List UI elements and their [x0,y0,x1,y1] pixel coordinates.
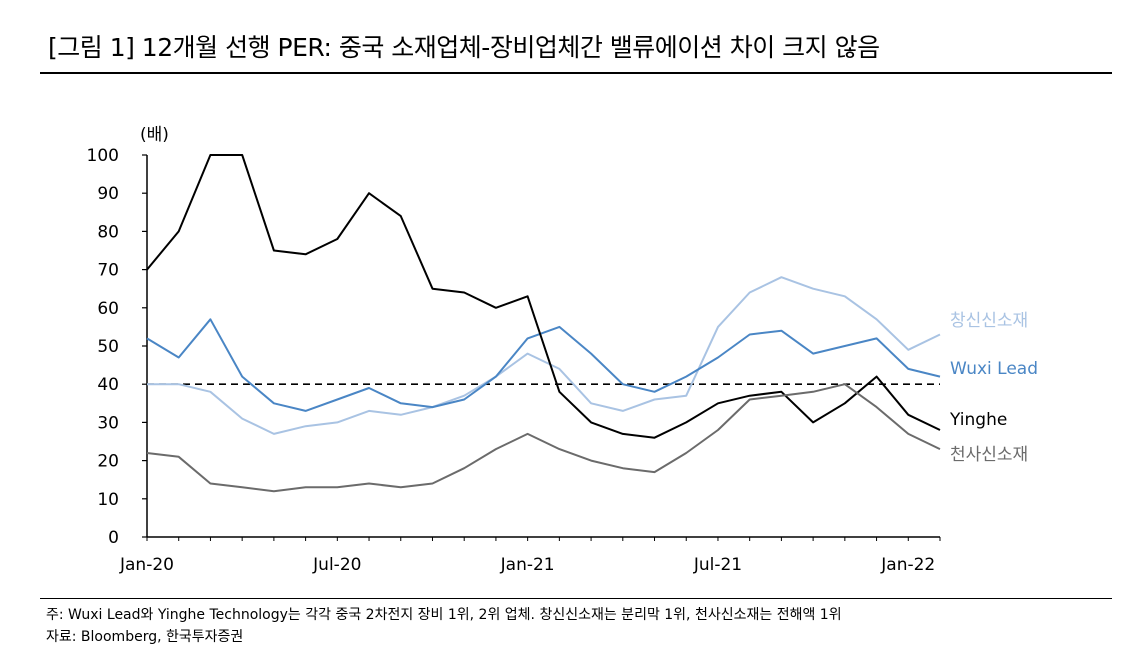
x-tick-label: Jul-21 [693,555,742,575]
series-label-1: Wuxi Lead [950,359,1038,379]
source-note: 자료: Bloomberg, 한국투자증권 [46,629,244,645]
series-line-0 [147,276,941,435]
series-lines [146,154,941,493]
x-tick-label: Jul-20 [312,555,361,575]
y-tick-label: 70 [97,261,119,281]
chart-notes: 주: Wuxi Lead와 Yinghe Technology는 각각 중국 2… [46,604,842,648]
y-tick-label: 100 [87,146,119,166]
y-tick-label: 90 [97,184,119,204]
series-line-3 [146,383,941,493]
series-line-1 [146,318,941,412]
series-labels: 창신신소재 Wuxi Lead Yinghe 천사신소재 [949,311,1038,465]
series-label-0: 창신신소재 [950,311,1028,331]
series-line-2 [146,154,941,439]
x-tick-label: Jan-20 [119,555,174,575]
y-tick-label: 80 [97,222,119,242]
y-tick-label: 50 [97,337,119,357]
y-tick-label: 0 [108,528,119,548]
y-tick-label: 40 [97,375,119,395]
y-tick-label: 30 [97,413,119,433]
x-tick-label: Jan-22 [880,555,935,575]
footer-rule [40,598,1112,599]
y-axis-label: (배) [140,125,169,145]
series-label-3: 천사신소재 [950,445,1028,465]
series-label-2: Yinghe [949,410,1007,430]
footnote: 주: Wuxi Lead와 Yinghe Technology는 각각 중국 2… [46,607,842,623]
chart-axes: 0 10 20 30 40 50 60 70 80 90 100 Jan-20 Jul-20 Jan-21… [87,146,941,575]
title-rule [40,72,1112,74]
chart-title: [그림 1] 12개월 선행 PER: 중국 소재업체-장비업체간 밸류에이션 … [48,33,880,62]
y-tick-label: 60 [97,299,119,319]
per-line-chart: 0 10 20 30 40 50 60 70 80 90 100 Jan-20 Jul-20 Jan-21… [87,125,1038,575]
y-tick-label: 20 [97,452,119,472]
x-tick-label: Jan-21 [500,555,555,575]
y-tick-label: 10 [97,490,119,510]
